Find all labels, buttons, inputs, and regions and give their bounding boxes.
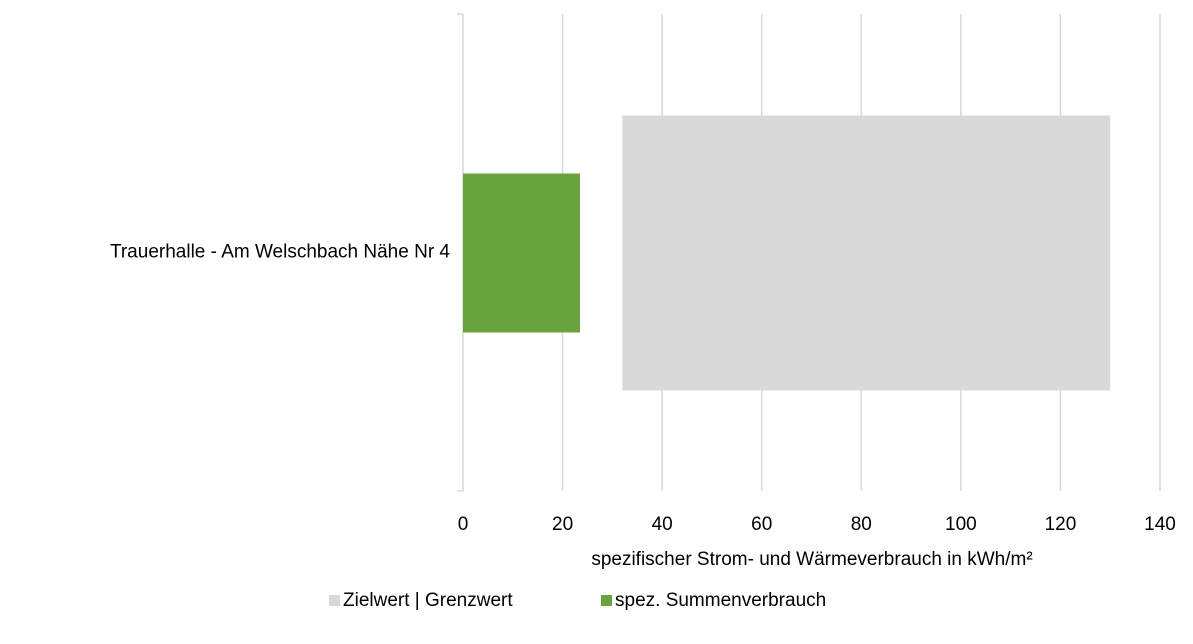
- legend-swatch: [329, 595, 340, 606]
- x-tick-label: 40: [652, 514, 673, 535]
- x-tick-label: 100: [945, 514, 977, 535]
- x-tick-label: 60: [751, 514, 772, 535]
- bar: [463, 173, 580, 333]
- x-tick-label: 20: [552, 514, 573, 535]
- x-axis-label: spezifischer Strom- und Wärmeverbrauch i…: [591, 549, 1032, 570]
- legend-label: spez. Summenverbrauch: [615, 590, 826, 611]
- x-tick-label: 120: [1045, 514, 1077, 535]
- x-tick-label: 0: [458, 514, 469, 535]
- legend-swatch: [601, 595, 612, 606]
- x-tick-label: 80: [851, 514, 872, 535]
- legend-label: Zielwert | Grenzwert: [343, 590, 513, 611]
- bar: [622, 115, 1111, 391]
- x-tick-label: 140: [1144, 514, 1176, 535]
- y-tick-label: Trauerhalle - Am Welschbach Nähe Nr 4: [110, 242, 450, 263]
